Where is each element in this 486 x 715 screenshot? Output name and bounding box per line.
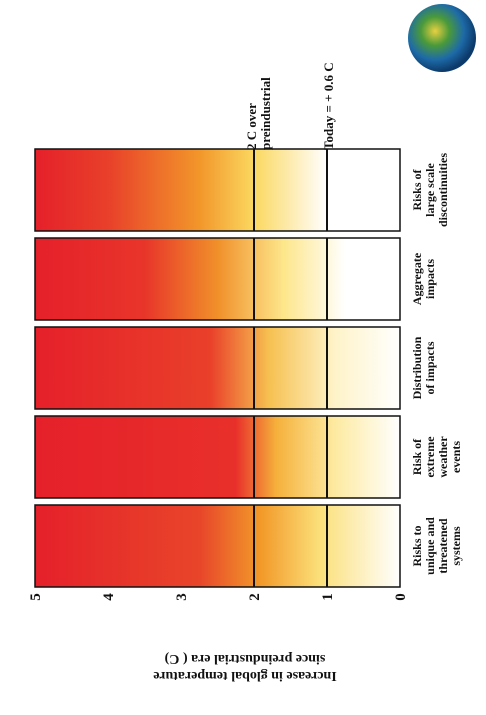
tick-label: 5	[28, 593, 44, 601]
axis-title-line: since preindustrial era ( C)	[164, 651, 325, 666]
category-label: Distributionof impacts	[410, 336, 437, 399]
category-line: of impacts	[423, 341, 437, 394]
category-line: Aggregate	[410, 252, 424, 305]
tick-label: 2	[247, 593, 263, 601]
category-line: Risks to	[410, 525, 424, 566]
category-line: weather	[436, 436, 450, 478]
category-label: Aggregateimpacts	[410, 252, 437, 305]
category-line: extreme	[423, 436, 437, 478]
globe-icon	[408, 4, 476, 72]
annotation: 2 C overpreindustrial	[244, 77, 273, 150]
category-label: Risks oflarge scalediscontinuities	[410, 153, 450, 227]
ember-bar	[34, 326, 401, 410]
category-line: unique and	[423, 517, 437, 575]
tick-label: 0	[393, 593, 409, 601]
annotation: Today = + 0.6 C	[321, 62, 336, 150]
category-line: threatened	[436, 518, 450, 573]
category-label: Risk ofextremeweatherevents	[410, 436, 463, 478]
category-line: impacts	[423, 259, 437, 299]
axis-title: Increase in global temperature since prei…	[153, 651, 336, 683]
annotation-line: preindustrial	[258, 77, 273, 150]
tick-label: 1	[320, 593, 336, 601]
annotation-line: 2 C over	[244, 103, 259, 150]
category-line: Risks of	[410, 168, 424, 210]
tick-label: 3	[174, 593, 190, 601]
category-line: Distribution	[410, 336, 424, 399]
category-label: Risks tounique andthreatenedsystems	[410, 517, 463, 575]
category-line: events	[449, 441, 463, 473]
ember-bar	[34, 504, 401, 588]
category-line: discontinuities	[436, 153, 450, 227]
category-line: Risk of	[410, 438, 424, 475]
axis-title-line: Increase in global temperature	[153, 668, 336, 683]
ember-bar	[34, 148, 401, 232]
tick-label: 4	[101, 593, 117, 601]
annotation-line: Today = + 0.6 C	[321, 62, 336, 150]
category-line: systems	[449, 526, 463, 566]
ember-bar	[34, 237, 401, 321]
category-line: large scale	[423, 163, 437, 217]
ember-bar	[34, 415, 401, 499]
